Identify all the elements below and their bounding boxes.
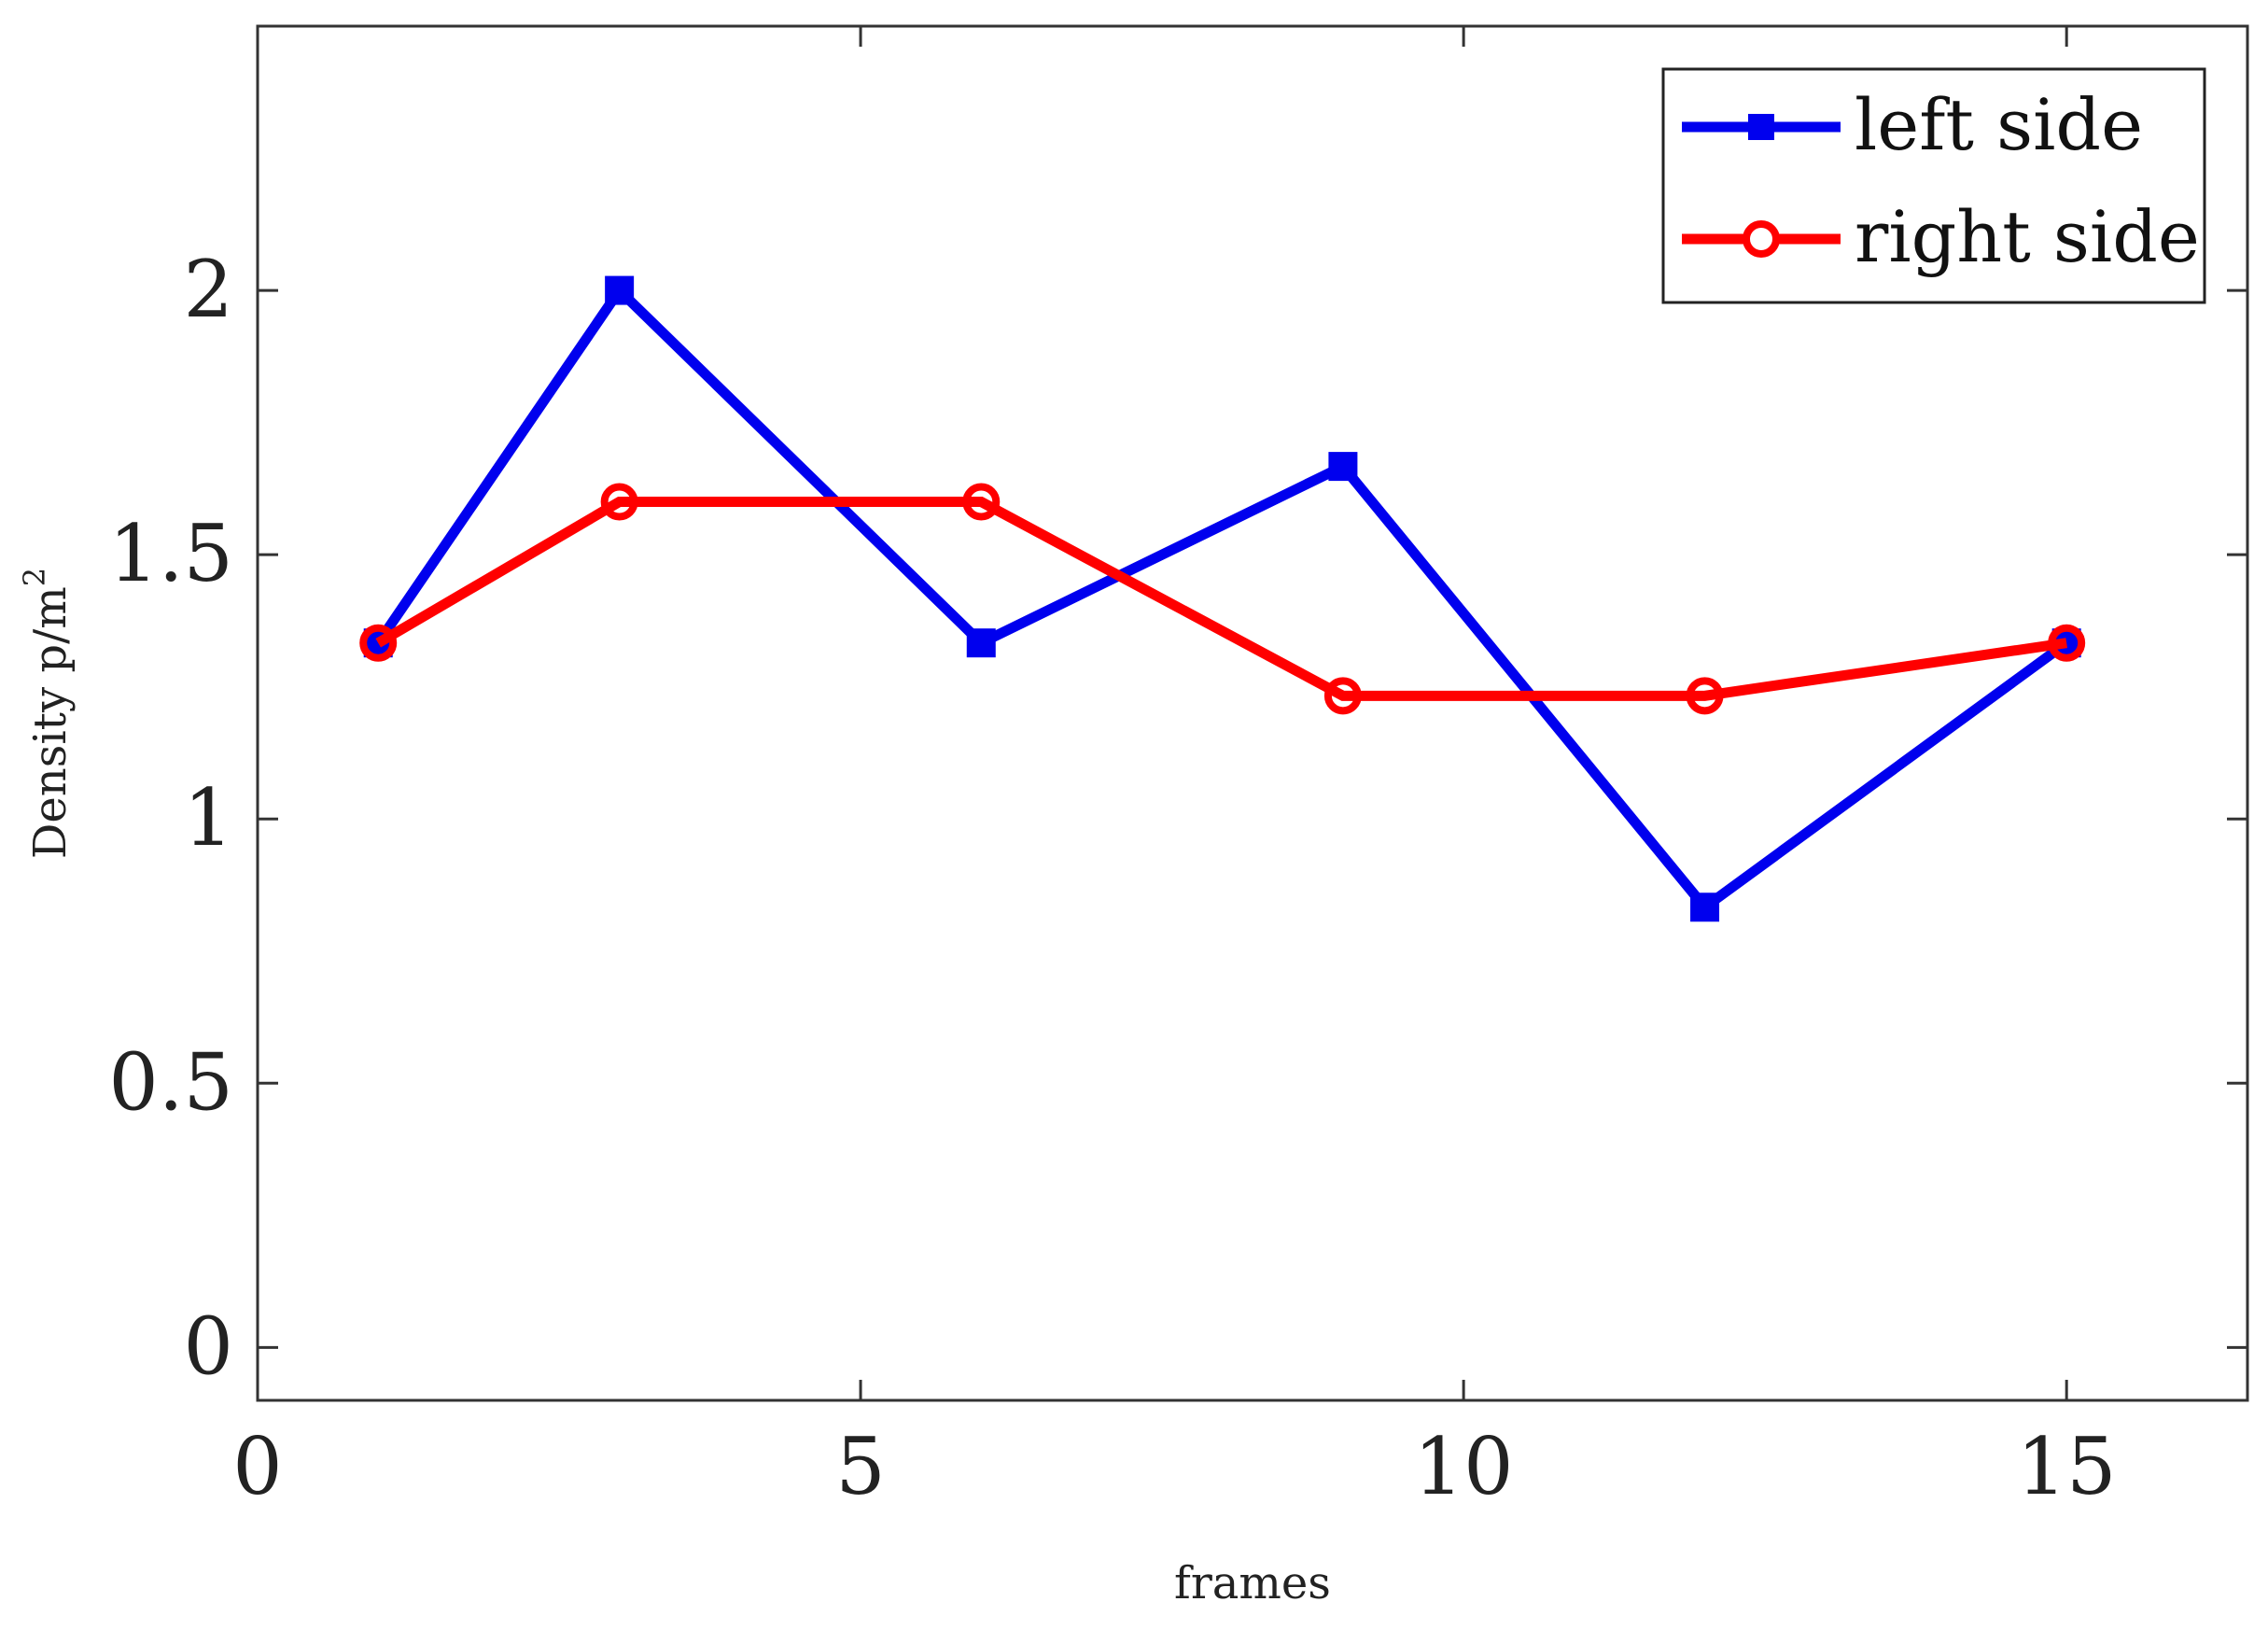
legend-box [1661, 67, 2206, 304]
x-tick-label: 0 [232, 1421, 282, 1512]
legend-marker [1748, 114, 1774, 140]
legend-item: right side [1682, 195, 2200, 278]
data-point [962, 483, 1001, 521]
data-point [600, 483, 638, 521]
x-axis-title: frames [1174, 1557, 1331, 1609]
data-point [1690, 892, 1720, 922]
data-point [1686, 677, 1724, 715]
legend-marker [1743, 220, 1780, 258]
plot-frame [256, 24, 2249, 1402]
data-point [359, 624, 398, 662]
series-line [375, 497, 2067, 701]
series-left-side [363, 275, 2081, 922]
axes: 0 5 10 15 0 0.5 1 1.5 2 [108, 24, 2249, 1512]
legend-item: left side [1682, 83, 2143, 166]
y-tick-label: 0 [184, 1300, 233, 1392]
data-point [1328, 452, 1358, 482]
y-tick-label: 1.5 [108, 508, 233, 599]
y-axis-title-main: Density p/m [24, 586, 77, 859]
legend: left side right side [1661, 67, 2206, 304]
data-point [2048, 624, 2086, 662]
x-tick-label: 5 [835, 1421, 885, 1512]
y-axis-title: Density p/m2 [17, 568, 77, 859]
x-tick-label: 10 [1414, 1421, 1514, 1512]
y-tick-label: 0.5 [108, 1036, 233, 1128]
y-axis-title-superscript: 2 [17, 568, 52, 586]
legend-label: left side [1855, 83, 2143, 166]
legend-label: right side [1855, 195, 2200, 278]
data-point [966, 628, 996, 658]
y-tick-label: 1 [184, 772, 233, 864]
x-tick-label: 15 [2017, 1421, 2117, 1512]
series-right-side [359, 483, 2086, 715]
y-tick-label: 2 [184, 244, 233, 335]
series-line [373, 282, 2070, 915]
data-point [1323, 677, 1362, 715]
data-point [605, 275, 635, 305]
series-layer [359, 275, 2086, 922]
